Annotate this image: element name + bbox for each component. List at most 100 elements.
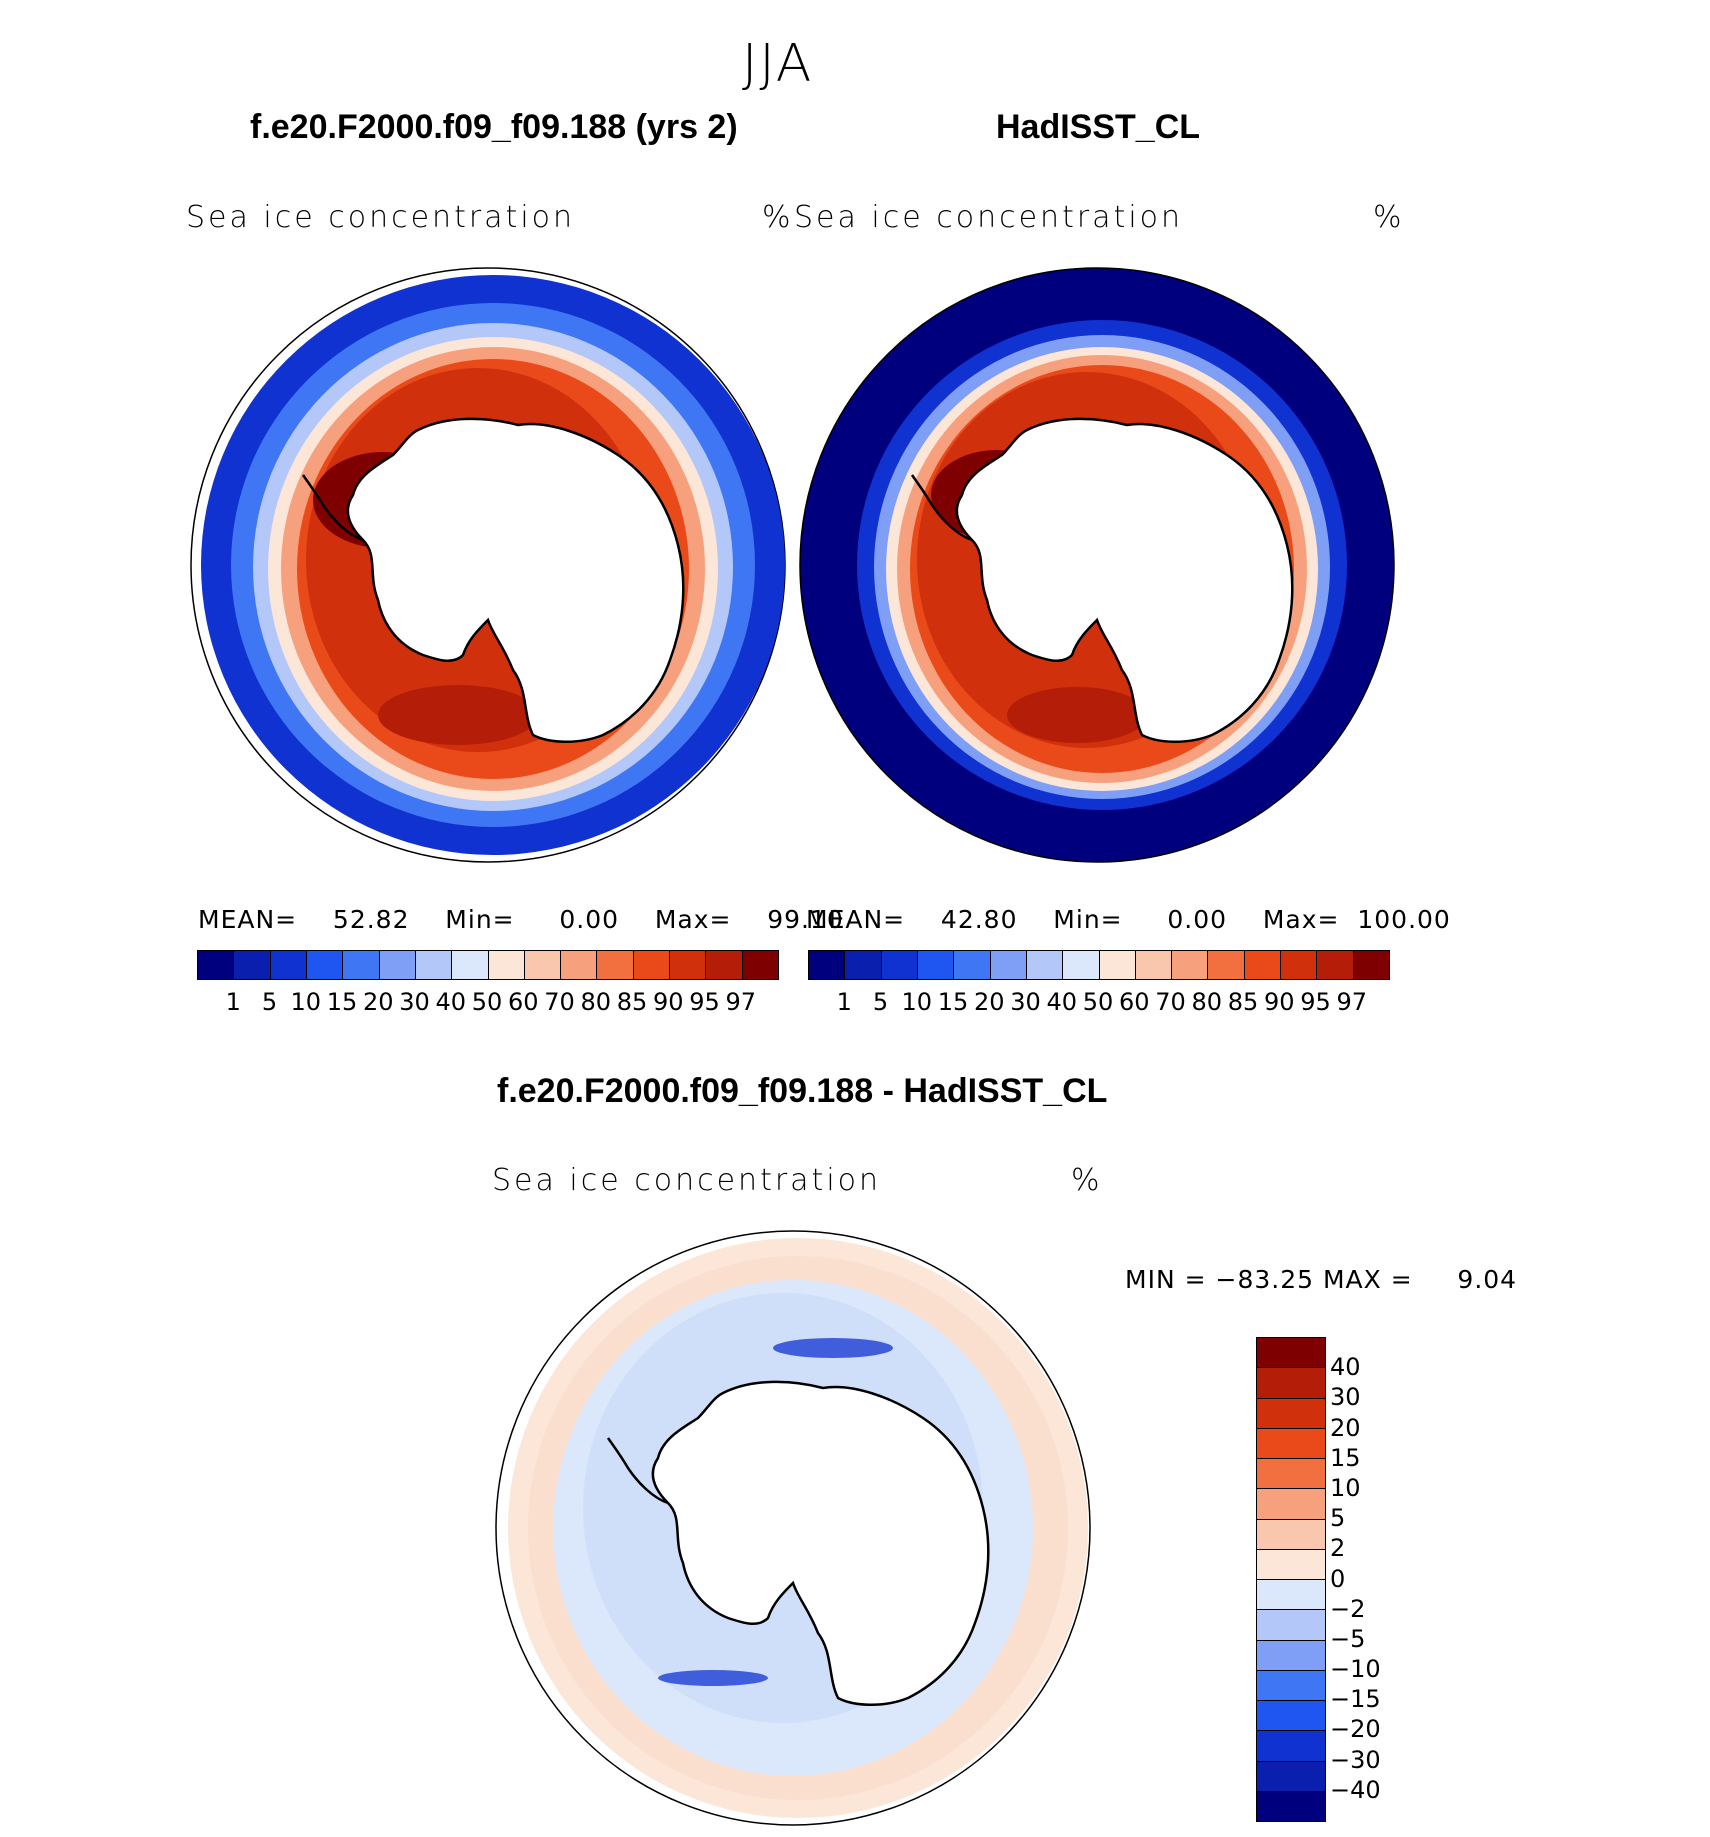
max-value: 9.04	[1457, 1265, 1518, 1294]
colorbar-swatch	[1257, 1610, 1325, 1641]
model-colorbar	[197, 950, 779, 980]
colorbar-tick-label: 15	[326, 988, 358, 1016]
colorbar-swatch	[1244, 951, 1282, 979]
figure-title: JJA	[742, 34, 814, 94]
colorbar-tick-label: −5	[1330, 1624, 1366, 1653]
colorbar-tick-label: 40	[1330, 1353, 1361, 1382]
colorbar-swatch	[1208, 951, 1245, 979]
obs-stats: MEAN= 42.80 Min= 0.00 Max= 100.00	[806, 905, 1451, 934]
min-label: Min=	[1053, 905, 1123, 934]
difference-variable-label: Sea ice concentration	[492, 1163, 882, 1198]
colorbar-swatch	[561, 951, 598, 979]
colorbar-tick-label: 85	[616, 988, 648, 1016]
colorbar-tick-label: 90	[1263, 988, 1295, 1016]
colorbar-tick-label: 20	[1330, 1413, 1361, 1442]
colorbar-swatch	[845, 951, 882, 979]
colorbar-tick-label: 30	[1010, 988, 1041, 1016]
difference-panel-title: f.e20.F2000.f09_f09.188 - HadISST_CL	[497, 1072, 1108, 1110]
colorbar-swatch	[917, 951, 955, 979]
colorbar-tick-label: 70	[544, 988, 575, 1016]
colorbar-tick-label: 15	[1330, 1443, 1361, 1472]
colorbar-tick-label: 10	[1330, 1473, 1361, 1502]
colorbar-swatch	[1257, 1338, 1325, 1369]
colorbar-tick-label: −10	[1330, 1655, 1381, 1684]
colorbar-swatch	[198, 951, 235, 979]
colorbar-tick-label: 5	[872, 988, 889, 1016]
colorbar-swatch	[1353, 951, 1389, 979]
colorbar-tick-label: 2	[1330, 1534, 1346, 1563]
obs-variable-label: Sea ice concentration	[794, 200, 1184, 235]
colorbar-swatch	[306, 951, 344, 979]
colorbar-tick-label: 15	[937, 988, 969, 1016]
colorbar-swatch	[1257, 1489, 1325, 1520]
obs-map	[799, 267, 1395, 863]
colorbar-tick-label: 1	[225, 988, 241, 1016]
min-value: −83.25	[1215, 1265, 1315, 1294]
colorbar-tick-label: −20	[1330, 1715, 1381, 1744]
colorbar-tick-label: −30	[1330, 1745, 1381, 1774]
colorbar-swatch	[990, 951, 1027, 979]
model-map	[190, 267, 786, 863]
min-label: MIN =	[1125, 1265, 1216, 1294]
colorbar-tick-label: 0	[1330, 1564, 1346, 1593]
colorbar-tick-label: 20	[362, 988, 394, 1016]
colorbar-swatch	[379, 951, 416, 979]
colorbar-swatch	[1257, 1580, 1325, 1611]
min-label: Min=	[445, 905, 515, 934]
colorbar-tick-label: 90	[652, 988, 684, 1016]
colorbar-swatch	[488, 951, 525, 979]
colorbar-swatch	[1281, 951, 1318, 979]
colorbar-tick-label: −15	[1330, 1685, 1381, 1714]
colorbar-swatch	[415, 951, 453, 979]
colorbar-swatch	[452, 951, 489, 979]
max-value: 99.10	[767, 905, 844, 934]
colorbar-tick-label: 60	[507, 988, 539, 1016]
model-panel-title: f.e20.F2000.f09_f09.188 (yrs 2)	[250, 108, 738, 146]
colorbar-tick-label: 30	[1330, 1383, 1361, 1412]
obs-panel-title: HadISST_CL	[996, 108, 1201, 146]
mean-label: MEAN=	[198, 905, 298, 934]
mean-value: 52.82	[332, 905, 410, 934]
model-stats: MEAN= 52.82 Min= 0.00 Max= 99.10	[198, 905, 844, 934]
colorbar-tick-label: 10	[901, 988, 933, 1016]
colorbar-tick-label: 80	[580, 988, 612, 1016]
colorbar-tick-label: 5	[261, 988, 278, 1016]
colorbar-tick-label: −2	[1330, 1594, 1366, 1623]
colorbar-swatch	[706, 951, 743, 979]
colorbar-tick-label: 50	[1082, 988, 1114, 1016]
mean-value: 42.80	[940, 905, 1018, 934]
colorbar-tick-label: 85	[1227, 988, 1259, 1016]
colorbar-swatch	[1257, 1459, 1325, 1490]
colorbar-tick-label: 70	[1155, 988, 1186, 1016]
colorbar-tick-label: 97	[725, 988, 757, 1016]
colorbar-swatch	[1257, 1761, 1325, 1792]
colorbar-swatch	[1317, 951, 1354, 979]
colorbar-swatch	[343, 951, 380, 979]
colorbar-swatch	[1257, 1549, 1325, 1580]
min-value: 0.00	[559, 905, 620, 934]
colorbar-tick-label: 50	[471, 988, 503, 1016]
difference-minmax: MIN = −83.25 MAX = 9.04	[1125, 1265, 1517, 1294]
colorbar-swatch	[1257, 1731, 1325, 1762]
colorbar-swatch	[1257, 1398, 1325, 1429]
colorbar-tick-label: 10	[290, 988, 322, 1016]
colorbar-swatch	[1257, 1519, 1325, 1550]
colorbar-swatch	[1099, 951, 1136, 979]
max-value: 100.00	[1357, 905, 1451, 934]
colorbar-swatch	[1257, 1428, 1325, 1459]
colorbar-swatch	[270, 951, 307, 979]
colorbar-tick-label: 20	[973, 988, 1005, 1016]
colorbar-swatch	[1257, 1368, 1325, 1399]
colorbar-swatch	[1257, 1670, 1325, 1701]
mean-label: MEAN=	[806, 905, 906, 934]
colorbar-swatch	[954, 951, 991, 979]
colorbar-swatch	[234, 951, 271, 979]
colorbar-swatch	[1257, 1791, 1325, 1821]
colorbar-swatch	[1026, 951, 1064, 979]
min-value: 0.00	[1167, 905, 1228, 934]
colorbar-tick-label: 80	[1191, 988, 1223, 1016]
obs-colorbar	[808, 950, 1390, 980]
colorbar-tick-label: 5	[1330, 1504, 1346, 1533]
colorbar-tick-label: 60	[1118, 988, 1150, 1016]
colorbar-swatch	[1257, 1701, 1325, 1732]
